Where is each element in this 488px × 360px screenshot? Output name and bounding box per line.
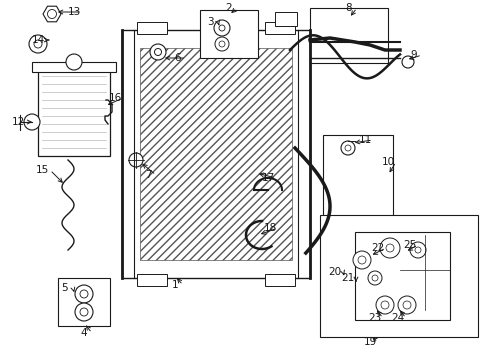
Circle shape [129, 153, 142, 167]
Circle shape [380, 301, 388, 309]
Text: 16: 16 [108, 93, 122, 103]
Text: 15: 15 [35, 165, 48, 175]
Text: 25: 25 [403, 240, 416, 250]
Text: 12: 12 [11, 117, 24, 127]
Text: 20: 20 [328, 267, 341, 277]
Circle shape [409, 242, 425, 258]
Text: 4: 4 [81, 328, 87, 338]
Text: 5: 5 [61, 283, 68, 293]
Bar [58, 278, 110, 326]
Text: 7: 7 [144, 170, 151, 180]
Bar [137, 274, 167, 286]
Text: 2: 2 [225, 3, 232, 13]
Bar [309, 8, 387, 63]
Bar [264, 274, 294, 286]
Circle shape [345, 145, 350, 151]
Text: 14: 14 [31, 35, 44, 45]
Text: 24: 24 [390, 313, 404, 323]
Bar [354, 232, 449, 320]
Text: 18: 18 [263, 223, 276, 233]
Text: 13: 13 [67, 7, 81, 17]
Text: 1: 1 [171, 280, 178, 290]
Circle shape [80, 290, 88, 298]
Text: 10: 10 [381, 157, 394, 167]
Circle shape [340, 141, 354, 155]
Circle shape [29, 35, 47, 53]
Bar [319, 215, 477, 337]
Text: 3: 3 [206, 17, 213, 27]
Circle shape [414, 247, 420, 253]
Text: 8: 8 [345, 3, 351, 13]
Circle shape [150, 44, 165, 60]
Text: 22: 22 [370, 243, 384, 253]
Circle shape [379, 238, 399, 258]
Circle shape [219, 41, 224, 47]
Bar [274, 12, 296, 26]
Bar [323, 135, 392, 223]
Circle shape [402, 301, 410, 309]
Circle shape [397, 296, 415, 314]
Circle shape [34, 40, 42, 48]
Text: 9: 9 [410, 50, 416, 60]
Circle shape [154, 49, 161, 55]
Text: 17: 17 [261, 173, 274, 183]
Bar [140, 48, 291, 260]
Circle shape [401, 56, 413, 68]
Bar [32, 62, 116, 72]
Text: 11: 11 [358, 135, 371, 145]
Circle shape [75, 303, 93, 321]
Text: 6: 6 [174, 53, 181, 63]
Bar [200, 10, 258, 58]
Text: 19: 19 [363, 337, 376, 347]
Circle shape [215, 37, 228, 51]
Circle shape [352, 251, 370, 269]
Text: 21: 21 [341, 273, 354, 283]
Circle shape [219, 25, 224, 31]
Bar [38, 68, 110, 156]
Circle shape [357, 256, 365, 264]
Bar [137, 22, 167, 34]
Circle shape [367, 271, 381, 285]
Circle shape [371, 275, 377, 281]
Bar [264, 22, 294, 34]
Circle shape [47, 9, 57, 18]
Circle shape [24, 114, 40, 130]
Circle shape [375, 296, 393, 314]
Circle shape [214, 20, 229, 36]
Circle shape [385, 244, 393, 252]
Text: 23: 23 [367, 313, 381, 323]
Circle shape [66, 54, 82, 70]
Circle shape [75, 285, 93, 303]
Circle shape [80, 308, 88, 316]
Bar [122, 30, 309, 278]
